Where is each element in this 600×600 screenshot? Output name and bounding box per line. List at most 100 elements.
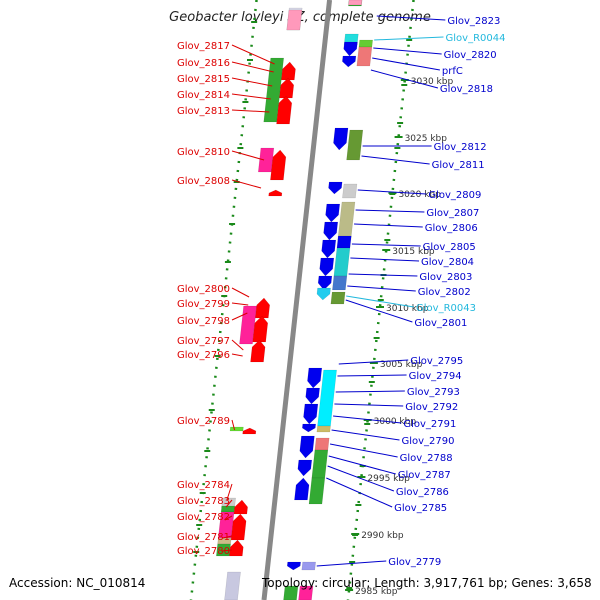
gene-block [358, 39, 373, 48]
gene-label-right: Glov_R0043 [416, 303, 476, 314]
gene-label-left: Glov_2783 [177, 496, 230, 507]
gene-label-right: Glov_2795 [410, 356, 463, 367]
kbp-scale-label: 3015 kbp [392, 247, 435, 257]
gene-label-left: Glov_2781 [177, 532, 230, 543]
leader-line-right [373, 47, 442, 55]
gene-arrow [297, 459, 313, 477]
gene-arrow [250, 339, 266, 363]
gene-label-left: Glov_2810 [177, 147, 230, 158]
gene-block [283, 585, 299, 600]
leader-line-left [231, 77, 273, 87]
gene-arrow [268, 189, 283, 197]
leader-line-right [345, 299, 413, 323]
gene-block [224, 571, 241, 600]
gene-label-right: Glov_2801 [414, 318, 467, 329]
gene-block [316, 425, 331, 433]
gene-block [263, 57, 284, 123]
leader-line-left [231, 93, 271, 100]
gene-block [314, 437, 330, 451]
gene-label-right: Glov_2786 [396, 487, 449, 498]
gene-arrow [328, 181, 343, 195]
gene-block [336, 235, 352, 249]
genome-summary-text: Topology: circular; Length: 3,917,761 bp… [262, 576, 592, 590]
gene-label-right: Glov_2812 [434, 142, 487, 153]
gene-label-right: Glov_2791 [403, 419, 456, 430]
gene-block [356, 46, 373, 67]
gene-block [239, 305, 257, 345]
leader-line-right [350, 257, 420, 262]
dotted-guide-right-outer [346, 0, 415, 600]
kbp-scale-label: 3025 kbp [405, 134, 448, 144]
gene-block [298, 585, 314, 600]
gene-label-right: Glov_2794 [409, 371, 462, 382]
gene-label-right: Glov_2793 [407, 387, 460, 398]
kbp-scale-label: 3020 kbp [398, 190, 441, 200]
leader-line-left [231, 302, 249, 306]
gene-arrow [242, 427, 257, 435]
gene-label-left: Glov_2813 [177, 106, 230, 117]
leader-line-left [231, 150, 265, 161]
leader-line-right [351, 243, 421, 247]
gene-label-right: Glov_2809 [428, 190, 481, 201]
gene-arrow [229, 539, 244, 557]
gene-arrow [302, 423, 317, 433]
gene-label-left: Glov_2798 [177, 316, 230, 327]
leader-line-right [372, 57, 440, 71]
gene-block [229, 426, 244, 432]
gene-label-left: Glov_2800 [177, 284, 230, 295]
leader-line-right [361, 155, 430, 165]
kbp-scale-label: 3010 kbp [386, 304, 429, 314]
kbp-scale-label: 3030 kbp [411, 77, 454, 87]
leader-layer [221, 15, 446, 567]
gene-block [330, 291, 346, 305]
gene-label-right: Glov_2818 [440, 84, 493, 95]
leader-line-left [231, 109, 270, 113]
leader-line-right [348, 273, 418, 277]
leader-line-right [355, 209, 425, 213]
leader-line-left [231, 339, 244, 351]
leader-line-right [334, 403, 404, 407]
gene-arrow [270, 149, 287, 181]
gene-label-left: Glov_2817 [177, 41, 230, 52]
gene-label-left: Glov_2816 [177, 58, 230, 69]
gene-arrow [276, 95, 293, 125]
leader-line-right [338, 359, 409, 365]
gene-arrow [343, 41, 358, 57]
leader-line-right [370, 69, 439, 89]
gene-block [337, 201, 356, 241]
leader-line-left [221, 549, 233, 552]
gene-label-right: Glov_2788 [400, 453, 453, 464]
dotted-guide-left-outer [189, 0, 258, 600]
gene-arrow [294, 477, 310, 501]
kbp-scale-label: 2995 kbp [367, 474, 410, 484]
gene-block [342, 183, 358, 199]
gene-arrow [342, 55, 357, 68]
leader-line-right [347, 285, 416, 292]
gene-label-right: Glov_2785 [394, 503, 447, 514]
leader-line-left [226, 483, 233, 501]
track-layer: 3030 kbp 3025 kbp 3020 kbp 3015 kbp 3010 kbp… [189, 0, 454, 600]
leader-line-right [329, 443, 398, 458]
leader-line-left [231, 353, 243, 357]
leader-line-right [316, 560, 387, 567]
leader-line-left [231, 179, 262, 189]
leader-line-right [335, 390, 405, 393]
leader-line-right [327, 465, 395, 492]
gene-label-right: Glov_2804 [421, 257, 474, 268]
gene-arrow [319, 257, 335, 277]
gene-arrow [286, 561, 301, 571]
gene-label-right: Glov_2802 [418, 287, 471, 298]
gene-arrow [321, 239, 337, 259]
leader-line-left [231, 61, 274, 73]
gene-label-right: Glov_R0044 [446, 33, 506, 44]
gene-label-right: prfC [442, 66, 463, 77]
gene-arrow [279, 77, 295, 99]
gene-arrow [305, 387, 320, 405]
gene-arrow [317, 275, 333, 291]
gene-label-right: Glov_2790 [401, 436, 454, 447]
gene-label-right: Glov_2820 [444, 50, 497, 61]
gene-label-left: Glov_2780 [177, 546, 230, 557]
gene-block [348, 0, 363, 6]
feature-layer [216, 0, 373, 600]
gene-block [286, 9, 303, 31]
